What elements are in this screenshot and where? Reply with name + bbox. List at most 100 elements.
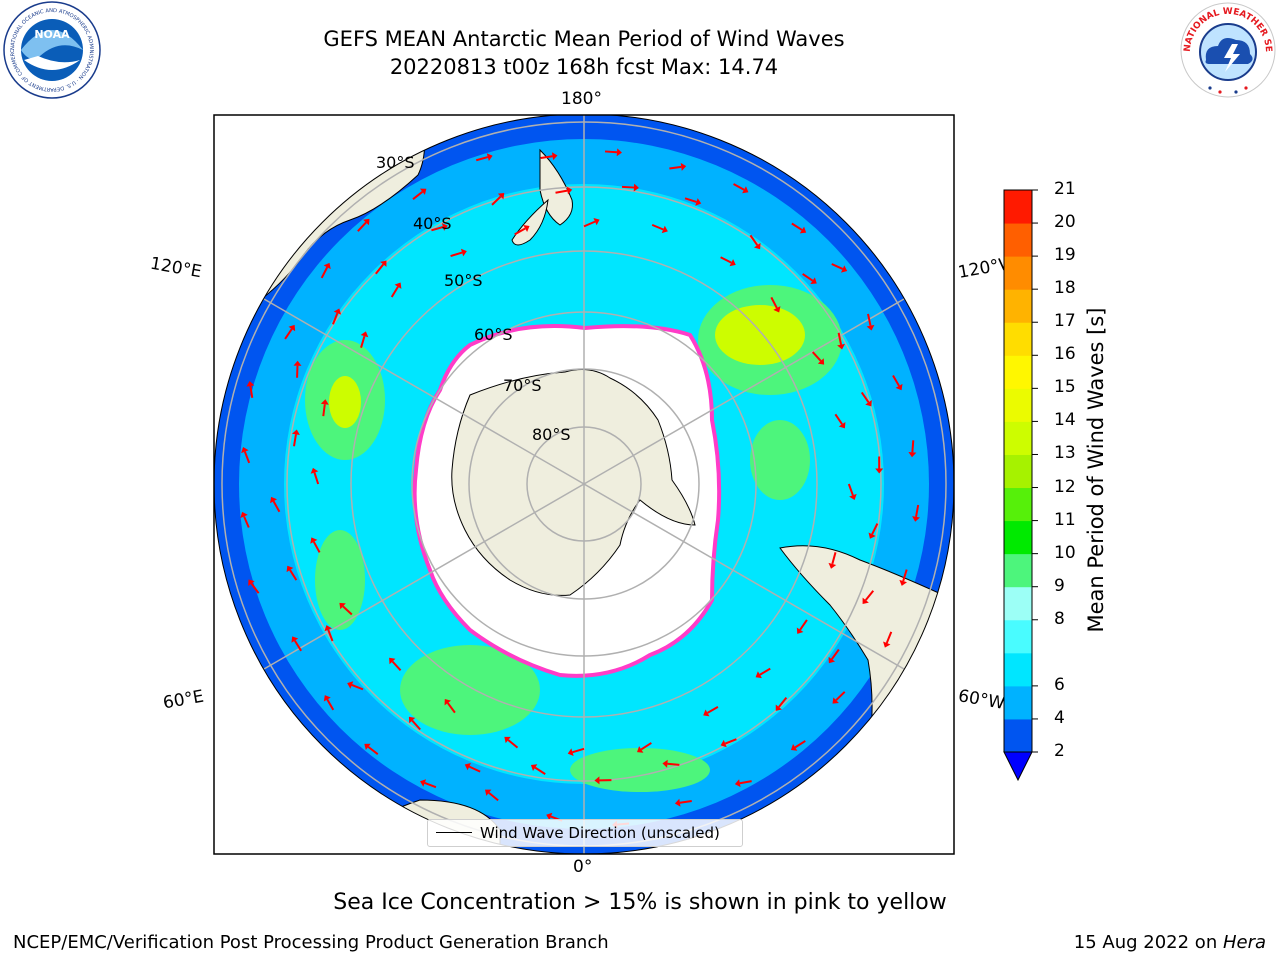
wave-direction-arrow	[339, 602, 353, 616]
wave-direction-arrow	[364, 743, 379, 755]
wave-direction-arrow	[770, 296, 781, 313]
colorbar-segment	[1004, 685, 1032, 720]
wave-direction-arrow	[908, 440, 917, 458]
sea-ice-caption: Sea Ice Concentration > 15% is shown in …	[333, 890, 947, 915]
wave-direction-arrow	[241, 447, 251, 464]
wave-direction-arrow	[837, 332, 845, 350]
wave-direction-arrow	[828, 648, 840, 664]
wave-direction-arrow	[567, 747, 585, 757]
wave-direction-arrow	[310, 467, 320, 485]
legend-line-icon	[436, 832, 472, 833]
wave-direction-arrow	[450, 248, 467, 257]
wave-direction-arrow	[637, 742, 652, 753]
wave-direction-arrow	[860, 391, 872, 407]
footer-date: 15 Aug 2022 on Hera	[1073, 932, 1266, 953]
wave-direction-arrow	[347, 681, 364, 691]
legend-label: Wind Wave Direction (unscaled)	[480, 824, 720, 842]
wave-direction-arrow	[357, 218, 370, 232]
map-legend: Wind Wave Direction (unscaled)	[427, 819, 743, 847]
wave-direction-arrow	[293, 360, 302, 378]
wave-direction-arrow	[291, 636, 303, 652]
colorbar-segment	[1004, 553, 1032, 588]
wave-direction-arrow	[875, 456, 884, 474]
wave-direction-arrow	[320, 399, 329, 417]
wave-direction-arrow	[444, 698, 456, 714]
colorbar-segment	[1004, 718, 1032, 753]
colorbar-tick-label: 14	[1054, 410, 1076, 431]
colorbar-tick-label: 11	[1054, 509, 1076, 530]
wave-direction-arrow	[360, 331, 369, 348]
wave-direction-arrow	[431, 223, 448, 232]
wave-direction-arrow	[720, 738, 737, 748]
colorbar-tick-label: 20	[1054, 212, 1076, 233]
wave-direction-arrow	[802, 273, 817, 284]
wave-direction-arrow	[720, 256, 736, 267]
wave-direction-arrow	[883, 631, 893, 648]
wave-direction-arrow	[734, 779, 752, 788]
wave-direction-arrow	[248, 579, 260, 594]
lat-label-70s: 70°S	[503, 376, 542, 395]
colorbar-segment	[1004, 223, 1032, 257]
wave-direction-arrow	[375, 260, 387, 275]
lon-label-180: 180°	[561, 89, 602, 109]
colorbar-tick-label: 16	[1054, 344, 1076, 365]
wave-direction-arrow	[332, 308, 342, 325]
wave-direction-arrow	[621, 183, 639, 192]
wave-direction-arrow	[412, 188, 427, 200]
colorbar-tick-label: 19	[1054, 245, 1076, 266]
colorbar-segment	[1004, 289, 1032, 323]
wave-direction-arrow	[310, 537, 321, 553]
colorbar-segment	[1004, 256, 1032, 290]
chart-subtitle: 20220813 t00z 168h fcst Max: 14.74	[389, 55, 779, 79]
wave-direction-arrow	[583, 217, 600, 228]
wave-direction-arrow	[674, 798, 692, 807]
wave-direction-arrow	[594, 776, 612, 785]
wave-direction-arrow	[832, 691, 846, 704]
wave-direction-arrow	[286, 565, 298, 581]
lat-label-30s: 30°S	[376, 153, 415, 172]
wave-direction-arrow	[790, 740, 806, 751]
map-frame	[213, 114, 955, 855]
colorbar-tick-label: 10	[1054, 542, 1076, 563]
wave-direction-arrow	[831, 263, 848, 273]
colorbar-tick-label: 18	[1054, 278, 1076, 299]
wave-direction-arrow	[862, 590, 875, 605]
lat-label-80s: 80°S	[532, 425, 571, 444]
lat-label-50s: 50°S	[444, 271, 483, 290]
wave-direction-arrow	[828, 552, 837, 569]
colorbar-tick-label: 21	[1054, 179, 1076, 199]
wave-direction-arrow	[240, 511, 250, 528]
wave-direction-arrow	[892, 375, 903, 391]
wave-direction-arrow	[899, 569, 908, 586]
footer-machine: Hera	[1222, 932, 1266, 953]
wave-direction-arrow	[323, 695, 335, 711]
wave-direction-arrow	[796, 619, 808, 634]
nws-logo: NATIONAL WEATHER SERVICE	[1176, 0, 1276, 98]
wave-direction-arrow	[847, 483, 857, 500]
wave-direction-arrow	[390, 282, 402, 298]
chart-title: GEFS MEAN Antarctic Mean Period of Wind …	[323, 27, 845, 51]
wave-direction-arrow	[246, 381, 255, 398]
wave-direction-arrow	[491, 193, 505, 206]
landmass	[511, 198, 549, 246]
wave-direction-arrow	[912, 504, 920, 522]
wave-direction-arrow	[651, 223, 668, 234]
wave-direction-arrow	[791, 222, 807, 234]
colorbar-segment	[1004, 355, 1032, 389]
wave-direction-arrow	[284, 324, 296, 340]
wave-direction-arrow	[604, 148, 622, 157]
colorbar-segment	[1004, 652, 1032, 687]
wave-direction-arrow	[292, 429, 300, 447]
colorbar-segment	[1004, 619, 1032, 654]
wave-direction-arrow	[868, 523, 879, 539]
colorbar-segment	[1004, 487, 1032, 522]
colorbar-tick-label: 2	[1054, 741, 1065, 761]
wave-direction-arrow	[755, 667, 771, 679]
noaa-logo: NATIONAL OCEANIC AND ATMOSPHERIC ADMINIS…	[0, 0, 101, 99]
wave-direction-arrow	[389, 657, 402, 672]
colorbar-tick-label: 12	[1054, 476, 1076, 497]
colorbar-outline	[1003, 189, 1033, 753]
wave-direction-arrow	[555, 186, 573, 195]
svg-text:NOAA: NOAA	[34, 28, 70, 41]
